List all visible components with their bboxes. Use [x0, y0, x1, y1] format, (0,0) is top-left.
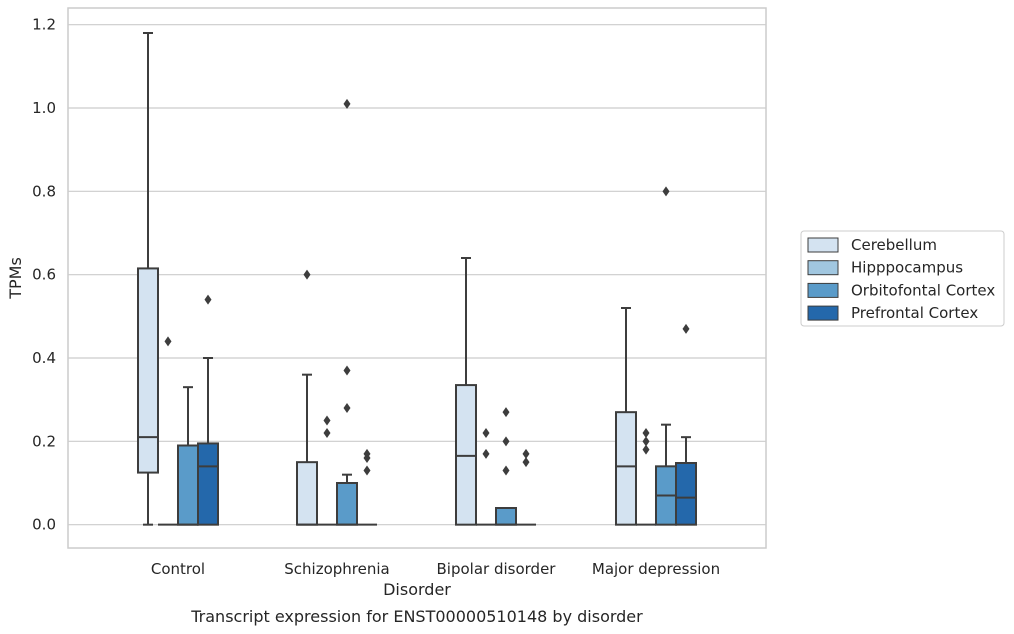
box-orbitofontal-cortex — [177, 386, 199, 526]
outlier-point — [682, 323, 690, 334]
legend-label: Cerebellum — [851, 236, 937, 254]
y-tick-label: 0.6 — [32, 266, 56, 284]
box-body — [495, 507, 517, 526]
box-body — [455, 384, 477, 526]
legend-swatch — [807, 282, 839, 298]
legend-swatch — [807, 260, 839, 276]
legend: Cerebellum Hipppocampus Orbitofontal Corte… — [800, 230, 1005, 327]
y-tick-label: 1.2 — [32, 16, 56, 34]
outlier-point — [642, 444, 650, 455]
outlier-point — [343, 403, 351, 413]
outlier-point — [343, 365, 351, 376]
box-cerebellum — [137, 32, 159, 526]
legend-label: Hipppocampus — [851, 259, 963, 277]
y-tick-label: 0.8 — [32, 182, 56, 200]
outlier-point — [482, 448, 490, 459]
box-cerebellum — [296, 269, 318, 526]
outlier-point — [164, 336, 172, 347]
outlier-point — [662, 186, 670, 197]
x-axis-ticks: Control Schizophrenia Bipolar disorder Majo… — [151, 560, 720, 578]
outlier-point — [343, 98, 351, 109]
x-tick-label: Schizophrenia — [284, 560, 389, 578]
x-axis-label: Disorder — [383, 580, 451, 599]
box-cerebellum — [615, 307, 637, 526]
outlier-point — [522, 457, 530, 468]
box-hipppocampus — [317, 415, 337, 526]
box-prefrontal-cortex — [675, 323, 697, 526]
outlier-point — [642, 428, 650, 438]
box-body — [675, 462, 697, 526]
outlier-point — [522, 448, 530, 459]
outlier-point — [303, 269, 311, 280]
outlier-point — [363, 448, 371, 459]
x-tick-label: Major depression — [592, 560, 720, 578]
box-prefrontal-cortex — [197, 294, 219, 526]
outlier-point — [482, 428, 490, 438]
box-body — [296, 461, 318, 526]
box-prefrontal-cortex — [516, 448, 536, 526]
outlier-point — [363, 465, 371, 476]
box-prefrontal-cortex — [357, 448, 377, 526]
outlier-point — [323, 415, 331, 426]
y-tick-label: 1.0 — [32, 99, 56, 117]
box-body — [177, 444, 199, 526]
outlier-point — [642, 436, 650, 447]
y-tick-label: 0.0 — [32, 516, 56, 534]
box-body — [336, 482, 358, 526]
legend-label: Prefrontal Cortex — [851, 304, 978, 322]
legend-label: Orbitofontal Cortex — [851, 281, 995, 299]
outlier-point — [323, 428, 331, 438]
box-hipppocampus — [158, 336, 178, 526]
box-body — [137, 267, 159, 474]
box-series — [137, 32, 697, 526]
box-body — [197, 442, 219, 526]
legend-swatch — [807, 305, 839, 321]
box-hipppocampus — [636, 428, 656, 526]
y-tick-label: 0.2 — [32, 432, 56, 450]
legend-frame — [800, 230, 1005, 327]
y-axis-ticks: 0.0 0.2 0.4 0.6 0.8 1.0 1.2 — [32, 16, 56, 534]
plot-frame — [67, 7, 767, 549]
box-orbitofontal-cortex — [336, 98, 358, 526]
box-orbitofontal-cortex — [655, 186, 677, 526]
outlier-point — [502, 465, 510, 476]
outlier-point — [204, 294, 212, 305]
y-tick-label: 0.4 — [32, 349, 56, 367]
box-cerebellum — [455, 257, 477, 526]
y-axis-label: TPMs — [6, 257, 25, 300]
x-tick-label: Bipolar disorder — [437, 560, 557, 578]
box-body — [615, 411, 637, 526]
box-orbitofontal-cortex — [495, 407, 517, 526]
x-tick-label: Control — [151, 560, 205, 578]
chart-caption: Transcript expression for ENST0000051014… — [190, 607, 643, 626]
box-hipppocampus — [476, 428, 496, 526]
legend-swatch — [807, 237, 839, 253]
outlier-point — [502, 407, 510, 418]
outlier-point — [502, 436, 510, 447]
